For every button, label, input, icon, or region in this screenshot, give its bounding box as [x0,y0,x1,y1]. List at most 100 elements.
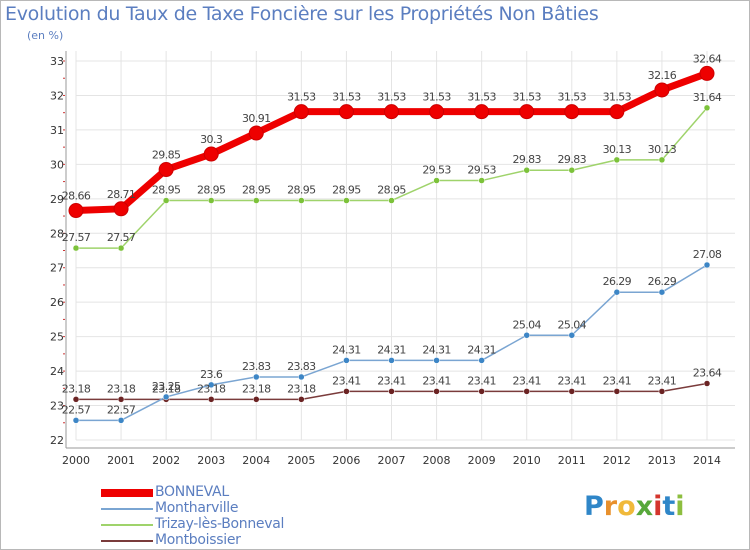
data-label: 23.25 [152,380,181,393]
y-tick-label: 31 [50,124,64,137]
x-tick-label: 2004 [242,454,270,467]
data-label: 22.57 [62,403,91,416]
data-label: 30.3 [200,133,223,146]
data-point-0 [654,82,670,98]
data-point-3 [117,396,125,403]
data-label: 23.41 [558,374,587,387]
logo-letter: i [675,491,685,522]
data-point-1 [207,381,215,389]
data-point-0 [609,104,625,120]
data-label: 23.41 [603,374,632,387]
y-tick-label: 24 [50,365,64,378]
data-point-2 [703,104,711,112]
series-lines [68,65,715,424]
data-label: 23.41 [512,374,541,387]
data-point-2 [478,177,485,184]
x-tick-label: 2005 [287,454,315,467]
data-point-3 [343,388,350,395]
data-labels: 28.66 28.71 29.85 30.3 30.91 31.53 31.53 31.53 3… [62,52,723,416]
data-point-1 [478,357,485,364]
data-point-1 [568,332,576,339]
data-label: 28.95 [197,184,226,197]
data-label: 23.83 [287,360,316,373]
data-point-0 [248,125,264,141]
data-label: 31.53 [422,91,451,104]
x-tick-label: 2014 [693,454,721,467]
y-tick-label: 25 [50,331,64,344]
data-label: 28.95 [332,184,361,197]
data-label: 31.53 [287,91,316,104]
data-label: 28.95 [377,184,406,197]
data-point-3 [72,396,80,403]
data-label: 22.57 [107,403,136,416]
data-point-2 [343,197,350,204]
data-point-0 [474,104,490,120]
data-point-0 [429,104,445,120]
logo-letter: t [662,491,676,522]
data-point-1 [253,373,260,381]
legend-label-trizay: Trizay-lès-Bonneval [155,516,285,532]
data-point-0 [68,203,84,219]
data-label: 26.29 [603,275,632,288]
data-label: 23.18 [242,382,271,395]
y-tick-label: 26 [50,296,64,309]
data-point-3 [568,388,576,395]
legend-swatch-montboissier [101,540,153,542]
data-point-1 [298,373,305,381]
data-point-0 [293,104,309,120]
data-label: 26.29 [648,275,677,288]
data-label: 23.41 [422,374,451,387]
data-label: 29.85 [152,149,181,162]
data-point-0 [519,104,535,120]
data-point-1 [117,417,125,424]
data-point-1 [658,288,666,296]
y-tick-label: 22 [50,434,64,447]
data-point-3 [658,388,666,395]
data-label: 28.95 [242,184,271,197]
data-point-0 [384,104,399,120]
x-tick-label: 2002 [152,454,180,467]
data-label: 29.83 [512,153,541,166]
y-tick-label: 27 [50,262,64,275]
data-label: 24.31 [332,343,361,356]
x-tick-label: 2003 [197,454,225,467]
data-point-1 [613,288,621,296]
data-point-3 [433,388,440,395]
data-point-1 [433,357,440,364]
logo-letter: x [635,491,654,522]
y-tick-label: 30 [50,158,64,171]
legend-swatch-montharville [101,508,153,510]
x-tick-label: 2012 [603,454,631,467]
data-label: 24.31 [422,343,451,356]
legend-item-trizay[interactable]: Trizay-lès-Bonneval [101,516,401,533]
chart-title: Evolution du Taux de Taxe Foncière sur l… [5,3,599,25]
legend-item-montharville[interactable]: Montharville [101,500,401,517]
data-point-2 [72,244,80,252]
x-tick-label: 2007 [378,454,406,467]
data-label: 29.83 [558,153,587,166]
x-tick-label: 2000 [62,454,90,467]
data-label: 23.18 [197,382,226,395]
y-axis-unit-label: (en %) [27,29,64,42]
data-label: 31.53 [467,91,496,104]
data-point-3 [613,388,621,395]
data-point-2 [207,197,215,204]
data-label: 31.53 [512,91,541,104]
data-label: 30.13 [603,143,632,156]
data-point-3 [298,396,305,403]
proxiti-logo: Proxiti [584,491,685,522]
data-label: 23.18 [62,382,91,395]
legend-label-montboissier: Montboissier [155,532,241,548]
data-point-3 [253,396,260,403]
data-label: 28.66 [62,190,91,203]
x-tick-label: 2011 [558,454,586,467]
data-point-2 [568,166,576,174]
y-tick-label: 28 [50,227,64,240]
data-label: 23.6 [200,368,223,381]
data-label: 31.53 [377,91,406,104]
legend-swatch-trizay [101,524,153,526]
legend-item-montboissier[interactable]: Montboissier [101,532,401,549]
logo-letter: i [653,491,663,522]
legend-item-bonneval[interactable]: BONNEVAL [101,484,401,501]
x-tick-label: 2008 [423,454,451,467]
